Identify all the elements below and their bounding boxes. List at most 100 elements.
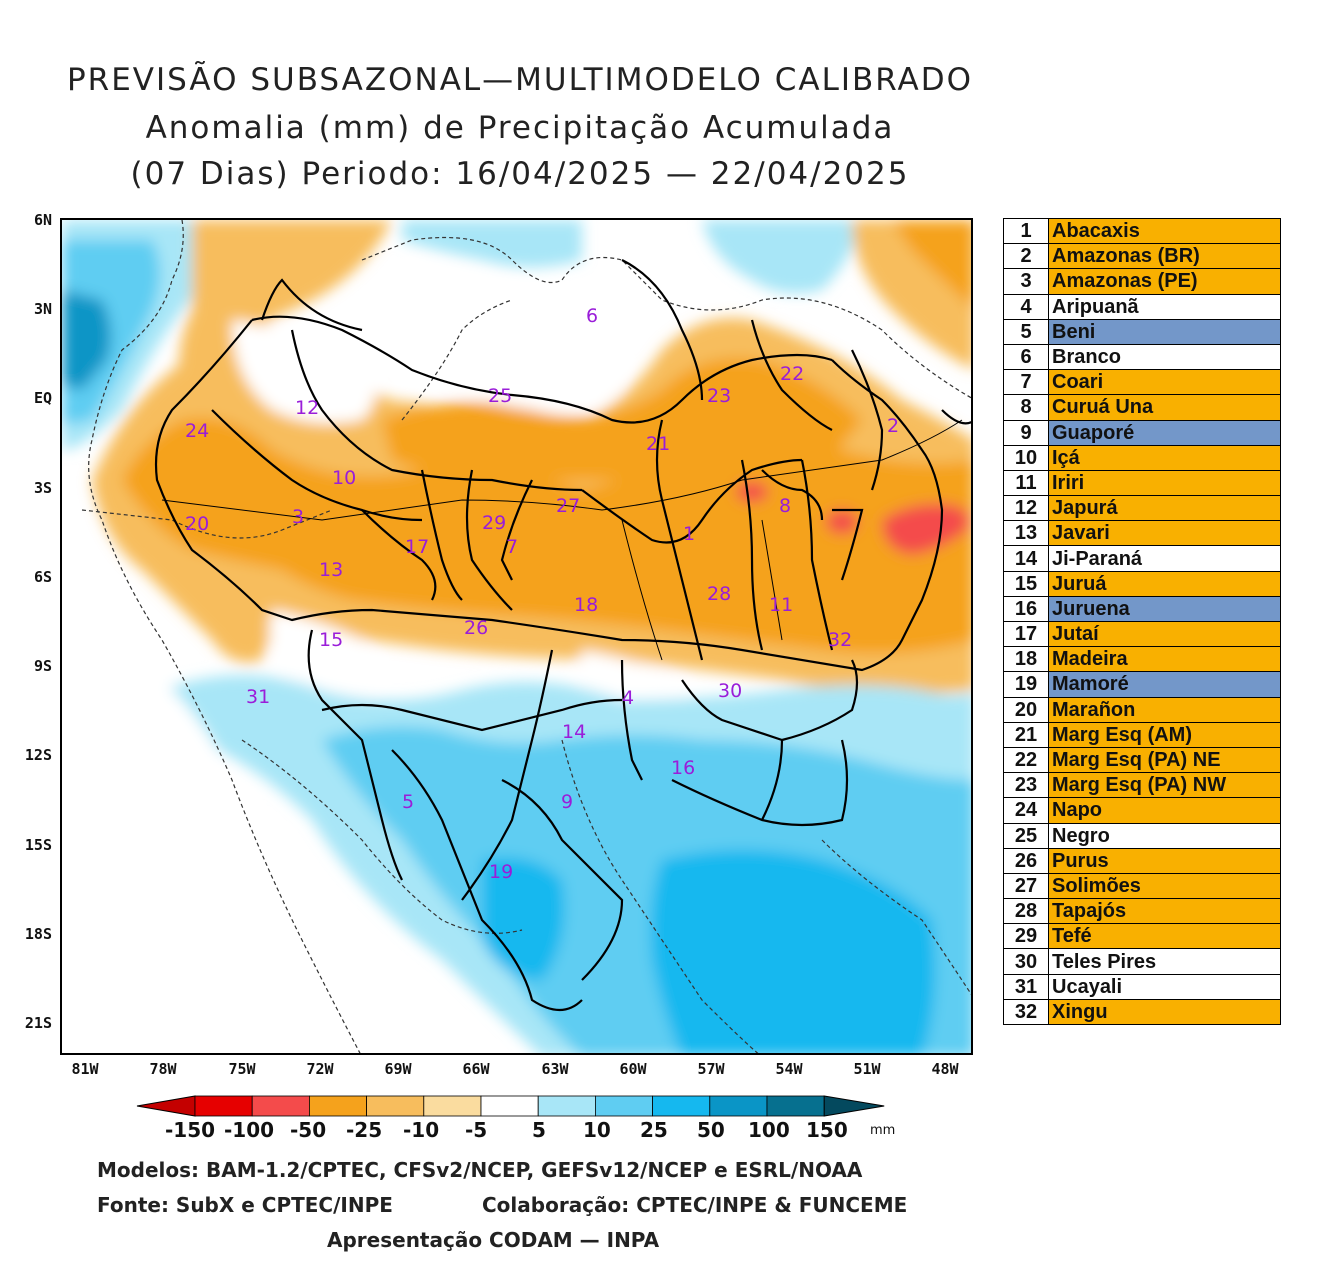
legend-row: 25 Negro bbox=[1003, 822, 1281, 849]
basin-number-28: 28 bbox=[707, 583, 731, 605]
legend-row: 3 Amazonas (PE) bbox=[1003, 268, 1281, 295]
legend-basin-name: Negro bbox=[1048, 822, 1281, 849]
legend-row: 4 Aripuanã bbox=[1003, 293, 1281, 320]
basin-number-22: 22 bbox=[780, 363, 804, 385]
basin-number-14: 14 bbox=[562, 721, 586, 743]
colorbar-swatch bbox=[652, 1095, 711, 1117]
footer-presented: Apresentação CODAM — INPA bbox=[327, 1228, 660, 1252]
lat-label-21s: 21S bbox=[24, 1014, 52, 1032]
lat-label-6n: 6N bbox=[33, 211, 52, 229]
legend-basin-name: Marg Esq (PA) NE bbox=[1048, 746, 1281, 774]
legend-row: 24 Napo bbox=[1003, 797, 1281, 824]
map-period: (07 Dias) Periodo: 16/04/2025 — 22/04/20… bbox=[130, 156, 910, 192]
legend-basin-number: 32 bbox=[1003, 998, 1049, 1026]
legend-row: 22 Marg Esq (PA) NE bbox=[1003, 746, 1281, 774]
legend-basin-name: Branco bbox=[1048, 343, 1281, 371]
legend-row: 18 Madeira bbox=[1003, 646, 1281, 673]
colorbar-swatch bbox=[308, 1095, 367, 1117]
colorbar-high-arrow bbox=[823, 1095, 885, 1117]
basin-number-8: 8 bbox=[779, 495, 791, 517]
basin-number-31: 31 bbox=[246, 686, 270, 708]
rivers bbox=[161, 419, 963, 661]
basin-number-1: 1 bbox=[683, 523, 695, 545]
legend-basin-name: Teles Pires bbox=[1048, 948, 1281, 975]
basin-number-6: 6 bbox=[586, 305, 598, 327]
legend-basin-number: 4 bbox=[1003, 293, 1049, 320]
basin-number-11: 11 bbox=[769, 594, 793, 616]
legend-row: 2 Amazonas (BR) bbox=[1003, 243, 1281, 270]
basin-number-7: 7 bbox=[506, 536, 518, 558]
colorbar-label: 25 bbox=[640, 1118, 668, 1142]
colorbar-swatch bbox=[709, 1095, 768, 1117]
lon-label-69w: 69W bbox=[384, 1060, 412, 1078]
legend-row: 9 Guaporé bbox=[1003, 419, 1281, 446]
basin-number-12: 12 bbox=[295, 397, 319, 419]
legend-basin-number: 26 bbox=[1003, 847, 1049, 874]
legend-row: 27 Solimões bbox=[1003, 872, 1281, 900]
legend-basin-number: 14 bbox=[1003, 545, 1049, 572]
colorbar-label: 150 bbox=[806, 1118, 848, 1142]
legend-basin-name: Coari bbox=[1048, 369, 1281, 396]
basin-boundaries bbox=[154, 259, 971, 1012]
legend-basin-number: 5 bbox=[1003, 318, 1049, 345]
lon-label-66w: 66W bbox=[462, 1060, 490, 1078]
legend-row: 17 Jutaí bbox=[1003, 620, 1281, 648]
legend-basin-name: Abacaxis bbox=[1048, 217, 1281, 245]
lon-label-78w: 78W bbox=[149, 1060, 177, 1078]
colorbar-swatch bbox=[766, 1095, 825, 1117]
legend-basin-name: Içá bbox=[1048, 444, 1281, 471]
basin-numbers: 1 2 3 4 5 6 7 8 9 10 11 12 13 14 15 16 1… bbox=[185, 305, 899, 883]
lon-label-57w: 57W bbox=[697, 1060, 725, 1078]
basin-number-25: 25 bbox=[488, 385, 512, 407]
basin-number-32: 32 bbox=[828, 629, 852, 651]
anomaly-map: 1 2 3 4 5 6 7 8 9 10 11 12 13 14 15 16 1… bbox=[60, 218, 973, 1055]
basin-number-26: 26 bbox=[464, 617, 488, 639]
basin-number-17: 17 bbox=[405, 536, 429, 558]
colorbar-swatch bbox=[537, 1095, 596, 1117]
legend-basin-name: Marañon bbox=[1048, 696, 1281, 723]
legend-basin-number: 9 bbox=[1003, 419, 1049, 446]
basin-number-2: 2 bbox=[887, 415, 899, 437]
legend-basin-name: Purus bbox=[1048, 847, 1281, 874]
legend-basin-name: Juruá bbox=[1048, 570, 1281, 597]
legend-row: 32 Xingu bbox=[1003, 998, 1281, 1026]
colorbar-low-arrow bbox=[136, 1095, 196, 1117]
legend-row: 1 Abacaxis bbox=[1003, 217, 1281, 245]
lat-label-6s: 6S bbox=[33, 568, 52, 586]
country-borders bbox=[81, 220, 971, 1053]
basin-number-13: 13 bbox=[319, 559, 343, 581]
legend-basin-name: Marg Esq (PA) NW bbox=[1048, 772, 1281, 799]
lat-label-eq: EQ bbox=[33, 389, 52, 407]
basin-number-10: 10 bbox=[332, 467, 356, 489]
legend-basin-number: 25 bbox=[1003, 822, 1049, 849]
lon-label-63w: 63W bbox=[541, 1060, 569, 1078]
legend-row: 19 Mamoré bbox=[1003, 671, 1281, 698]
legend-row: 10 Içá bbox=[1003, 444, 1281, 471]
legend-row: 12 Japurá bbox=[1003, 495, 1281, 522]
basin-number-4: 4 bbox=[622, 687, 634, 709]
legend-basin-number: 23 bbox=[1003, 772, 1049, 799]
legend-row: 30 Teles Pires bbox=[1003, 948, 1281, 975]
legend-basin-name: Aripuanã bbox=[1048, 293, 1281, 320]
legend-basin-number: 12 bbox=[1003, 495, 1049, 522]
colorbar-swatch bbox=[480, 1095, 539, 1117]
colorbar bbox=[136, 1095, 885, 1117]
legend-row: 14 Ji-Paraná bbox=[1003, 545, 1281, 572]
colorbar-label: 5 bbox=[532, 1118, 546, 1142]
lon-label-75w: 75W bbox=[228, 1060, 256, 1078]
lon-label-51w: 51W bbox=[853, 1060, 881, 1078]
lat-label-18s: 18S bbox=[24, 925, 52, 943]
colorbar-swatch bbox=[594, 1095, 653, 1117]
legend-basin-name: Xingu bbox=[1048, 998, 1281, 1026]
legend-basin-number: 29 bbox=[1003, 923, 1049, 950]
legend-basin-number: 8 bbox=[1003, 394, 1049, 421]
legend-basin-name: Marg Esq (AM) bbox=[1048, 721, 1281, 748]
legend-basin-number: 18 bbox=[1003, 646, 1049, 673]
legend-basin-number: 10 bbox=[1003, 444, 1049, 471]
lat-label-12s: 12S bbox=[24, 746, 52, 764]
legend-row: 8 Curuá Una bbox=[1003, 394, 1281, 421]
map-title: PREVISÃO SUBSAZONAL—MULTIMODELO CALIBRAD… bbox=[66, 62, 974, 98]
legend-basin-number: 22 bbox=[1003, 746, 1049, 774]
lon-label-54w: 54W bbox=[775, 1060, 803, 1078]
lon-label-72w: 72W bbox=[306, 1060, 334, 1078]
